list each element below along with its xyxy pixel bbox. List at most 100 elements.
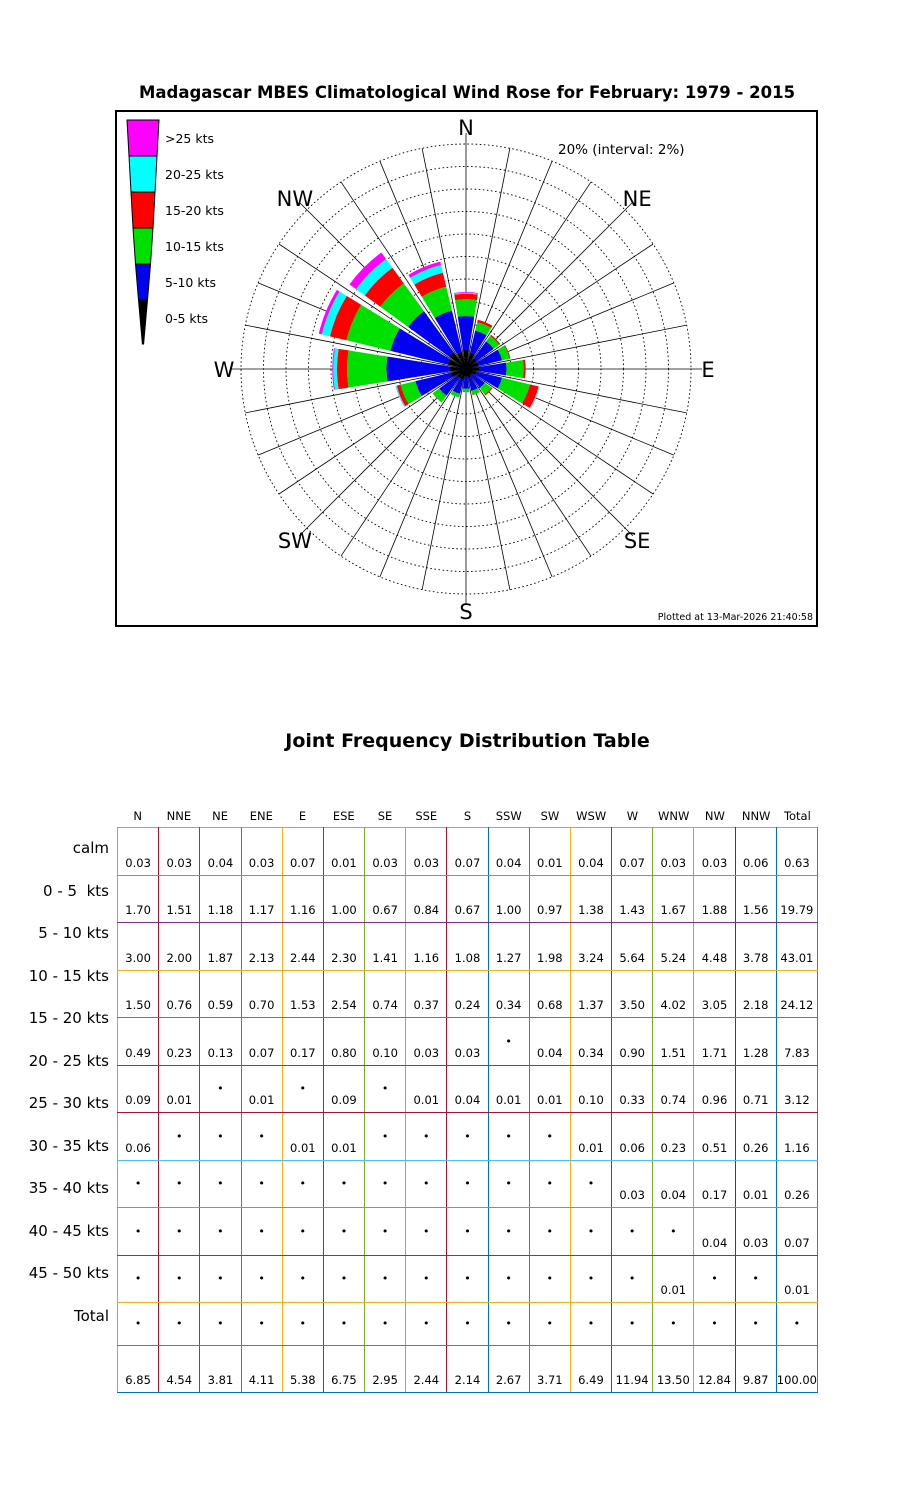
cell-Total-N: 6.85	[116, 1345, 160, 1393]
cell-3540kts-ENE: •	[241, 1207, 283, 1256]
petal-S-2025kts	[462, 391, 470, 393]
cell-3540kts-SW: •	[529, 1207, 571, 1256]
cell-4550kts-E: •	[282, 1302, 324, 1346]
cell-3540kts-NW: 0.04	[693, 1207, 736, 1256]
table-row: 0.03 0.03 0.04 0.03 0.07 0.01 0.03 0.03 0.07 0.04…	[116, 827, 819, 876]
windrose-canvas: N NE E SE S SW W NW 20% (interval: 2%) Plotted at…	[126, 116, 813, 624]
cell-Total-SW: 3.71	[529, 1345, 571, 1393]
petal-N-2025kts	[454, 292, 478, 295]
petal-NE-1015kts	[486, 335, 500, 349]
petal-N-510kts	[457, 316, 475, 351]
column-header-SSE: SSE	[415, 809, 438, 823]
cell-2025kts-N: 0.09	[116, 1065, 160, 1113]
cell-1520kts-SE: 0.10	[364, 1017, 407, 1066]
cell-3035kts-NE: •	[199, 1160, 242, 1208]
cell-4045kts-ESE: •	[323, 1255, 366, 1303]
spoke-boundary	[245, 324, 463, 369]
cell-2530kts-NNE: •	[158, 1112, 201, 1161]
cell-3035kts-Total: 0.26	[776, 1160, 819, 1208]
cell-3540kts-ESE: •	[323, 1207, 366, 1256]
petal-NW-2025kts	[356, 259, 393, 296]
cell-3035kts-NNW: 0.01	[735, 1160, 777, 1208]
petal-SSE-1015kts	[471, 388, 480, 395]
table-row: 3.00 2.00 1.87 2.13 2.44 2.30 1.41 1.16 1.08 1.27…	[116, 922, 819, 971]
cell-3540kts-N: •	[116, 1207, 160, 1256]
cell-2025kts-ESE: 0.09	[323, 1065, 366, 1113]
cell-Total-Total: 100.00	[776, 1345, 819, 1393]
cell-510kts-SE: 1.41	[364, 922, 407, 971]
legend-swatch-1015kts	[132, 227, 154, 265]
spoke-boundary	[278, 370, 463, 495]
spoke-boundary	[467, 372, 592, 557]
legend-swatch-25kts	[126, 119, 160, 157]
cell-1015kts-E: 1.53	[282, 970, 324, 1018]
legend-label: 20-25 kts	[165, 167, 224, 182]
cell-2025kts-SE: •	[364, 1065, 407, 1113]
spoke-boundary	[421, 148, 466, 366]
petal-SE-510kts	[470, 373, 485, 388]
spoke-SSW	[379, 372, 465, 578]
row-label-25-30-kts: 25 - 30 kts	[28, 1094, 109, 1112]
cell-2530kts-WSW: 0.01	[570, 1112, 613, 1161]
cell-2025kts-NNE: 0.01	[158, 1065, 201, 1113]
cell-1015kts-SE: 0.74	[364, 970, 407, 1018]
cell-2025kts-NNW: 0.71	[735, 1065, 777, 1113]
cell-4045kts-Total: 0.01	[776, 1255, 819, 1303]
cell-2530kts-SSW: •	[488, 1112, 530, 1161]
cell-510kts-N: 3.00	[116, 922, 160, 971]
calm-center	[460, 363, 472, 375]
cell-1520kts-ESE: 0.80	[323, 1017, 366, 1066]
table-row: • • • • • • • • • • • • 0.03 0.04 0.17 0.01 0.26	[116, 1160, 819, 1208]
joint-frequency-table: 0.03 0.03 0.04 0.03 0.07 0.01 0.03 0.03 0.07 0.04…	[116, 827, 819, 1393]
petal-N-1015kts	[455, 299, 477, 317]
petal-NNW-510kts	[434, 310, 462, 355]
legend-label: 0-5 kts	[165, 311, 208, 326]
cell-510kts-NW: 4.48	[693, 922, 736, 971]
cell-1520kts-WSW: 0.34	[570, 1017, 613, 1066]
petal-SSE-1520kts	[472, 391, 481, 396]
cell-1520kts-NW: 1.71	[693, 1017, 736, 1066]
cell-510kts-NNE: 2.00	[158, 922, 201, 971]
cell-4550kts-ESE: •	[323, 1302, 366, 1346]
cell-1015kts-SSE: 0.37	[405, 970, 448, 1018]
column-header-E: E	[298, 809, 307, 823]
cell-1015kts-NNE: 0.76	[158, 970, 201, 1018]
petal-WNW-510kts	[390, 328, 450, 365]
column-header-SSW: SSW	[495, 809, 522, 823]
row-label-45-50-kts: 45 - 50 kts	[28, 1264, 109, 1282]
cell-510kts-E: 2.44	[282, 922, 324, 971]
cell-05kts-NE: 1.18	[199, 875, 242, 923]
column-header-ENE: ENE	[249, 809, 273, 823]
cell-3540kts-NNE: •	[158, 1207, 201, 1256]
petal-NW-510kts	[408, 311, 454, 357]
cell-05kts-S: 0.67	[446, 875, 489, 923]
cell-calm-S: 0.07	[446, 827, 489, 876]
cell-05kts-ESE: 1.00	[323, 875, 366, 923]
spoke-boundary	[421, 372, 466, 590]
windrose-title: Madagascar MBES Climatological Wind Rose…	[138, 83, 796, 102]
cell-2530kts-ESE: 0.01	[323, 1112, 366, 1161]
cell-calm-W: 0.07	[611, 827, 654, 876]
cell-1015kts-N: 1.50	[116, 970, 160, 1018]
row-label-calm: calm	[72, 839, 109, 857]
cell-2530kts-SW: •	[529, 1112, 571, 1161]
table-row: 1.70 1.51 1.18 1.17 1.16 1.00 0.67 0.84 0.67 1.00…	[116, 875, 819, 923]
table-row: 0.09 0.01 • 0.01 • 0.09 • 0.01 0.04 0.01 0.01 0.10 0…	[116, 1065, 819, 1113]
spoke-boundary	[469, 369, 687, 414]
cell-4045kts-SE: •	[364, 1255, 407, 1303]
cell-1520kts-N: 0.49	[116, 1017, 160, 1066]
petal-E-05kts	[466, 366, 480, 372]
cell-3035kts-SW: •	[529, 1160, 571, 1208]
cell-4550kts-W: •	[611, 1302, 654, 1346]
cell-510kts-S: 1.08	[446, 922, 489, 971]
cell-1520kts-NE: 0.13	[199, 1017, 242, 1066]
cell-1015kts-WNW: 4.02	[652, 970, 695, 1018]
compass-label-SE: SE	[624, 529, 651, 553]
cell-Total-SSW: 2.67	[488, 1345, 530, 1393]
petal-SE-1520kts	[484, 387, 493, 396]
cell-4550kts-SE: •	[364, 1302, 407, 1346]
petal-SSE-510kts	[468, 377, 478, 391]
cell-Total-SSE: 2.44	[405, 1345, 448, 1393]
cell-1015kts-SSW: 0.34	[488, 970, 530, 1018]
cell-2530kts-NE: •	[199, 1112, 242, 1161]
